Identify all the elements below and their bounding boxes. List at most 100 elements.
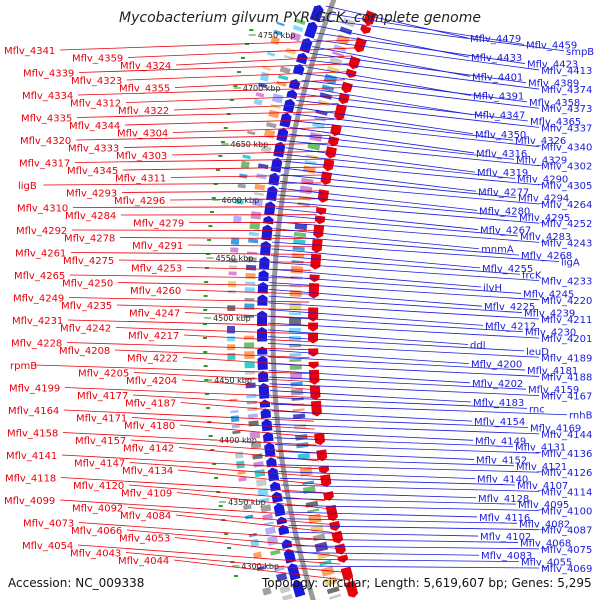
left-leader-line — [171, 150, 328, 156]
right-leader-line — [274, 221, 540, 243]
right-gene-label: smpB — [566, 47, 594, 58]
feature-band — [297, 202, 310, 207]
right-leader-line — [316, 32, 526, 64]
left-leader-line — [185, 289, 310, 295]
left-gene-label: Mflv_4204 — [126, 376, 177, 387]
right-gene-label: rnc — [529, 404, 545, 415]
feature-band — [292, 413, 306, 419]
left-leader-line — [172, 126, 333, 133]
plus-strand-gene — [308, 369, 320, 385]
feature-band — [253, 192, 264, 196]
left-leader-line — [74, 158, 326, 163]
right-gene-label: Mflv_4423 — [527, 60, 578, 71]
left-gene-label: Mflv_4291 — [132, 241, 183, 252]
scale-tick — [203, 351, 208, 353]
right-gene-label: Mflv_4202 — [472, 379, 523, 390]
plus-strand-gene — [320, 171, 333, 186]
feature-band — [240, 160, 250, 169]
right-leader-line — [267, 329, 469, 345]
scale-tick — [204, 281, 209, 283]
feature-band — [331, 51, 345, 58]
right-gene-label: Mflv_4391 — [473, 91, 524, 102]
left-leader-line — [186, 267, 312, 271]
feature-band — [262, 586, 272, 596]
right-leader-line — [275, 214, 519, 237]
scale-label: 4350 kbp — [228, 498, 266, 507]
feature-band — [250, 440, 262, 449]
scale-tick — [206, 407, 211, 409]
right-leader-line — [269, 268, 482, 288]
scale-label: 4700 kbp — [243, 84, 281, 93]
left-leader-line — [183, 334, 310, 343]
scale-tick — [214, 477, 219, 479]
scale-tick — [249, 29, 254, 31]
right-leader-line — [273, 228, 480, 250]
right-gene-label: Mflv_4095 — [518, 500, 569, 511]
left-leader-line — [128, 484, 326, 501]
right-gene-label: Mflv_4128 — [478, 494, 529, 505]
left-leader-line — [35, 364, 311, 374]
right-leader-line — [285, 511, 478, 518]
feature-band — [289, 364, 302, 370]
right-leader-line — [299, 86, 473, 116]
feature-band — [264, 526, 276, 535]
plus-strand-gene — [308, 332, 319, 344]
right-gene-label: Mflv_4302 — [541, 162, 592, 173]
left-gene-label: Mflv_4044 — [118, 556, 169, 567]
left-gene-label: Mflv_4249 — [13, 294, 64, 305]
feature-band — [249, 431, 261, 439]
scale-tick — [220, 141, 225, 143]
right-leader-line — [278, 471, 476, 480]
right-leader-line — [273, 430, 474, 441]
plus-strand-gene — [334, 103, 347, 121]
minus-strand-gene — [259, 240, 271, 256]
feature-band — [244, 342, 255, 349]
feature-band — [259, 71, 270, 82]
feature-band — [293, 231, 307, 238]
feature-band — [237, 470, 246, 475]
feature-band — [235, 199, 244, 205]
right-gene-label: Mflv_4126 — [541, 468, 592, 479]
left-gene-label: Mflv_4339 — [23, 69, 74, 80]
right-leader-line — [268, 363, 540, 377]
feature-band — [248, 532, 258, 538]
minus-strand-gene — [258, 269, 269, 282]
right-leader-line — [269, 275, 522, 294]
right-gene-label: Mflv_4069 — [541, 564, 592, 575]
right-leader-line — [294, 106, 474, 135]
right-gene-label: Mflv_4264 — [541, 200, 592, 211]
right-gene-label: Mflv_4326 — [515, 136, 566, 147]
scale-tick — [203, 309, 208, 311]
left-gene-label: Mflv_4109 — [121, 489, 172, 500]
right-gene-label: Mflv_4358 — [529, 98, 580, 109]
scale-tick — [208, 225, 213, 227]
left-leader-line — [126, 71, 348, 81]
left-leader-line — [133, 372, 311, 382]
feature-band — [326, 65, 340, 75]
right-leader-line — [268, 322, 540, 339]
right-gene-label: Mflv_4087 — [541, 526, 592, 537]
left-leader-line — [71, 229, 315, 231]
right-gene-label: Mflv_4295 — [519, 213, 570, 224]
left-gene-label: Mflv_4084 — [120, 511, 171, 522]
feature-band — [317, 99, 331, 107]
minus-strand-gene — [263, 215, 274, 225]
feature-band — [265, 121, 277, 129]
right-leader-line — [288, 525, 540, 531]
left-leader-line — [66, 342, 310, 351]
feature-band — [227, 281, 237, 288]
plus-strand-gene — [311, 238, 323, 254]
scale-tick — [205, 393, 210, 395]
minus-strand-gene — [273, 141, 286, 158]
minus-strand-gene — [299, 38, 313, 54]
right-gene-label: Mflv_4075 — [541, 545, 592, 556]
minus-strand-gene — [279, 112, 292, 128]
feature-band — [232, 430, 241, 435]
left-gene-label: Mflv_4054 — [22, 541, 73, 552]
right-leader-line — [272, 241, 560, 262]
right-leader-line — [287, 140, 540, 167]
minus-strand-gene — [286, 89, 298, 100]
right-gene-label: Mflv_4100 — [541, 507, 592, 518]
feature-band — [253, 98, 263, 106]
